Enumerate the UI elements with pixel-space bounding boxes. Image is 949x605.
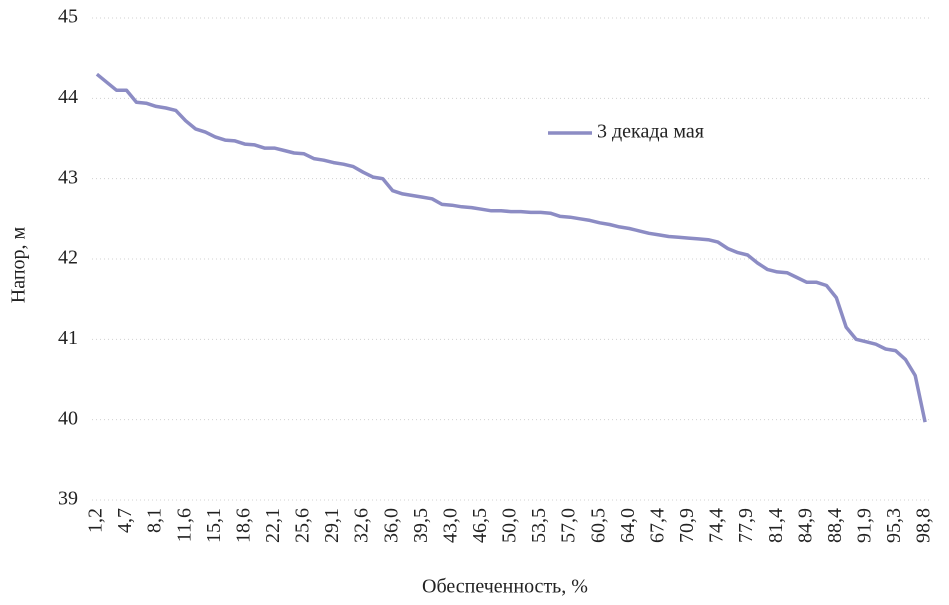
x-axis-label: Обеспеченность, % [422,576,588,598]
y-tick-label: 45 [58,6,78,28]
y-tick-label: 42 [58,247,78,269]
x-tick-label: 84,9 [794,508,816,543]
x-tick-label: 81,4 [765,508,787,543]
x-tick-label: 15,1 [203,508,225,543]
x-tick-label: 22,1 [262,508,284,543]
x-tick-label: 60,5 [587,508,609,543]
line-series [95,72,927,423]
x-tick-label: 95,3 [883,508,905,543]
x-tick-label: 29,1 [321,508,343,543]
y-tick-label: 43 [58,166,78,188]
x-tick-label: 50,0 [499,508,521,543]
y-tick-label: 40 [58,407,78,429]
y-tick-label: 39 [58,488,78,510]
x-tick-label: 46,5 [469,508,491,543]
x-tick-label: 91,9 [854,508,876,543]
x-tick-label: 67,4 [646,508,668,543]
x-tick-label: 64,0 [617,508,639,543]
x-tick-label: 70,9 [676,508,698,543]
y-tick-label: 41 [58,327,78,349]
x-tick-label: 18,6 [232,508,254,543]
x-tick-label: 74,4 [706,508,728,543]
y-tick-label: 44 [58,86,78,108]
x-tick-label: 88,4 [824,508,846,543]
x-tick-label: 4,7 [114,508,136,533]
x-tick-label: 98,8 [913,508,935,543]
x-tick-label: 36,0 [380,508,402,543]
y-axis-label: Напор, м [8,226,30,303]
legend-label: 3 декада мая [597,121,704,143]
x-tick-label: 32,6 [351,508,373,543]
x-tick-label: 57,0 [558,508,580,543]
x-tick-label: 11,6 [173,508,195,542]
x-tick-label: 39,5 [410,508,432,543]
x-tick-label: 25,6 [292,508,314,543]
x-tick-label: 77,9 [735,508,757,543]
x-tick-label: 1,2 [85,508,107,533]
x-tick-label: 53,5 [528,508,550,543]
x-tick-label: 8,1 [144,508,166,533]
x-tick-label: 43,0 [439,508,461,543]
